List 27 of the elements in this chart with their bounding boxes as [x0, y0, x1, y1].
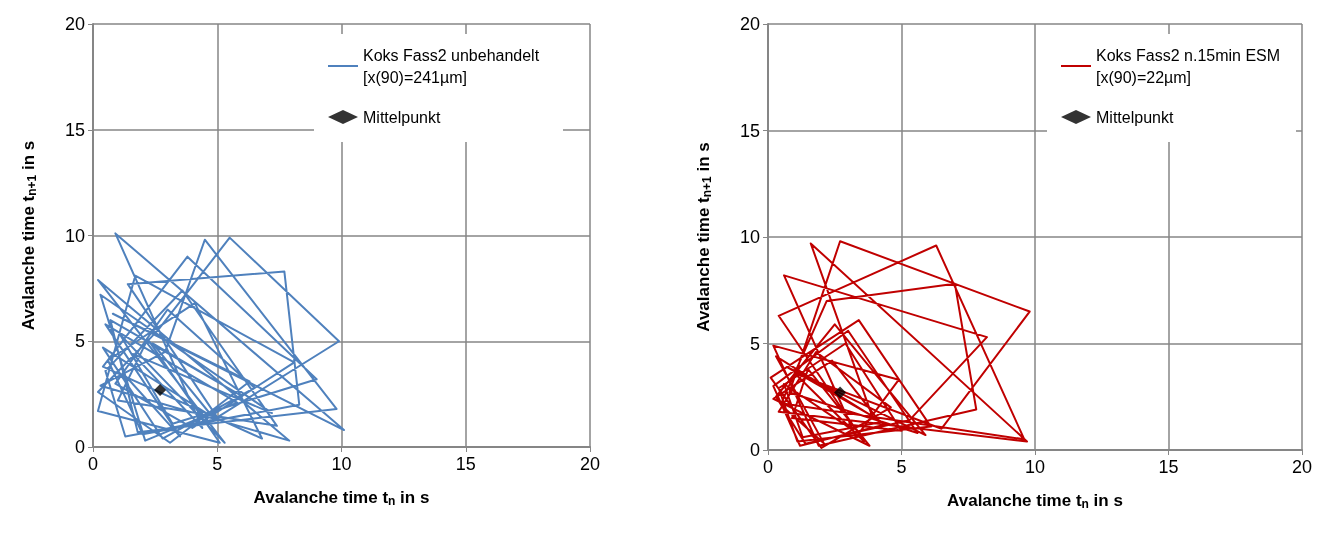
- y-tick-label: 20: [64, 14, 85, 34]
- x-tick-label: 20: [1291, 457, 1313, 477]
- legend-label: Koks Fass2 unbehandelt [x(90)=241µm]: [363, 46, 544, 86]
- y-tick-label: 0: [74, 437, 85, 457]
- x-tick-label: 0: [762, 457, 774, 477]
- x-tick-label: 10: [1024, 457, 1046, 477]
- line-series: [96, 232, 345, 444]
- y-tick-label: 5: [74, 331, 85, 352]
- line-series: [769, 240, 1031, 449]
- x-tick-label: 5: [896, 457, 907, 477]
- legend-label: Koks Fass2 n.15min ESM [x(90)=22µm]: [1096, 46, 1285, 86]
- x-tick-label: 20: [579, 454, 601, 474]
- y-tick-label: 10: [739, 227, 760, 247]
- y-tick-label: 10: [64, 225, 85, 246]
- x-tick-label: 15: [1158, 457, 1179, 477]
- y-axis-title: Avalanche time tn+1 in s: [18, 140, 39, 331]
- x-tick-label: 5: [212, 454, 223, 474]
- y-tick-label: 0: [749, 440, 760, 460]
- y-tick-label: 15: [739, 120, 760, 141]
- legend-label: Mittelpunkt: [363, 108, 441, 126]
- y-tick-label: 5: [749, 333, 760, 354]
- y-tick-label: 15: [64, 119, 85, 140]
- x-tick-label: 0: [87, 454, 99, 474]
- y-tick-label: 20: [739, 14, 760, 34]
- legend-label: Mittelpunkt: [1096, 108, 1174, 126]
- x-tick-label: 15: [455, 454, 476, 474]
- x-tick-label: 10: [331, 454, 352, 474]
